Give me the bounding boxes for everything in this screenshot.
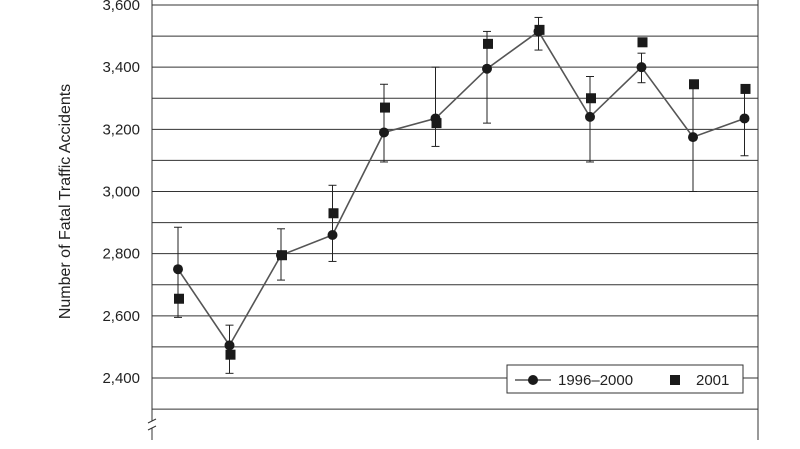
marker-2001-square <box>689 79 699 90</box>
marker-1996-2000-circle <box>276 250 286 261</box>
axis-break-mark <box>147 425 157 431</box>
data-markers <box>173 24 751 360</box>
legend: 1996–2000 2001 <box>506 364 744 394</box>
marker-1996-2000-circle <box>379 127 389 138</box>
marker-1996-2000-circle <box>430 113 441 124</box>
marker-1996-2000-circle <box>739 113 750 124</box>
axis-break-mark <box>147 418 157 424</box>
y-tick-label: 3,200 <box>102 121 140 138</box>
marker-2001-square <box>328 208 339 219</box>
y-tick-label: 3,000 <box>102 184 140 201</box>
line-path <box>177 30 745 347</box>
marker-2001-square <box>174 293 184 304</box>
y-axis-title: Number of Fatal Traffic Accidents <box>57 84 74 319</box>
legend-label-2001: 2001 <box>696 372 729 389</box>
y-tick-label: 3,600 <box>102 0 140 14</box>
marker-2001-square <box>637 37 648 48</box>
marker-1996-2000-circle <box>482 63 492 74</box>
marker-2001-square <box>740 83 751 94</box>
legend-label-1996-2000: 1996–2000 <box>558 372 633 389</box>
marker-1996-2000-circle <box>688 132 698 143</box>
legend-square-marker <box>670 375 680 385</box>
marker-2001-square <box>586 93 596 104</box>
marker-2001-square <box>380 102 390 113</box>
error-bars <box>174 16 749 374</box>
marker-1996-2000-circle <box>533 26 544 37</box>
marker-2001-square <box>225 349 236 360</box>
series-1996-2000-line <box>177 30 745 347</box>
marker-1996-2000-circle <box>224 340 235 351</box>
legend-circle-marker <box>528 375 538 385</box>
marker-1996-2000-circle <box>585 111 595 122</box>
marker-1996-2000-circle <box>636 62 647 73</box>
y-tick-label: 2,400 <box>102 370 140 387</box>
marker-1996-2000-circle <box>173 264 183 275</box>
marker-1996-2000-circle <box>327 230 338 241</box>
marker-2001-square <box>483 38 493 49</box>
y-tick-label: 3,400 <box>102 59 140 76</box>
grid-lines <box>152 4 758 410</box>
axes <box>147 0 759 440</box>
y-tick-label: 2,600 <box>102 308 140 325</box>
legend-box <box>506 364 744 394</box>
y-tick-label: 2,800 <box>102 246 140 263</box>
y-tick-labels: 2,400 2,600 2,800 3,000 3,200 3,400 3,600 <box>102 0 140 387</box>
